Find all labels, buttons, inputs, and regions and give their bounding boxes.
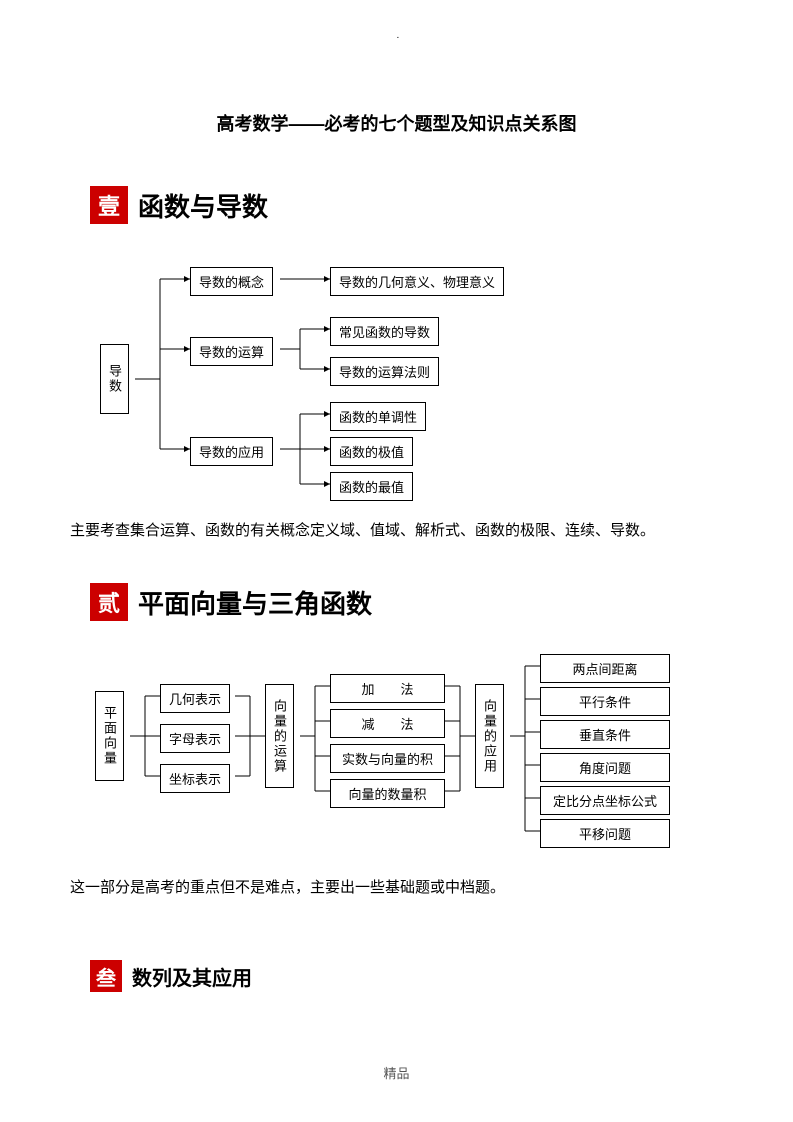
- d1-leaf-app-0: 函数的单调性: [330, 402, 426, 431]
- page-title: 高考数学——必考的七个题型及知识点关系图: [60, 110, 733, 136]
- section-2-title: 平面向量与三角函数: [138, 584, 372, 621]
- badge-2: 贰: [90, 583, 128, 621]
- d1-root: 导数: [100, 344, 129, 414]
- section-2-summary: 这一部分是高考的重点但不是难点，主要出一些基础题或中档题。: [70, 876, 723, 900]
- badge-1: 壹: [90, 186, 128, 224]
- page-footer: 精品: [0, 1063, 793, 1082]
- section-3-title: 数列及其应用: [132, 962, 252, 991]
- d2-op-1: 减 法: [330, 709, 445, 738]
- d1-leaf-calc-0: 常见函数的导数: [330, 317, 439, 346]
- d1-mid-1: 导数的运算: [190, 337, 273, 366]
- section-1-title: 函数与导数: [138, 187, 268, 224]
- diagram-1: 导数 导数的概念 导数的运算 导数的应用 导数的几何意义、物理意义 常见函数的导…: [90, 239, 733, 499]
- d2-mid1: 向量的运算: [265, 684, 294, 788]
- d1-leaf-concept-0: 导数的几何意义、物理意义: [330, 267, 504, 296]
- d2-op-0: 加 法: [330, 674, 445, 703]
- d2-rep-0: 几何表示: [160, 684, 230, 713]
- d2-op-2: 实数与向量的积: [330, 744, 445, 773]
- d1-leaf-app-2: 函数的最值: [330, 472, 413, 501]
- d1-mid-2: 导数的应用: [190, 437, 273, 466]
- section-2-header: 贰 平面向量与三角函数: [90, 583, 733, 621]
- section-1-header: 壹 函数与导数: [90, 186, 733, 224]
- d1-leaf-calc-1: 导数的运算法则: [330, 357, 439, 386]
- d2-rep-2: 坐标表示: [160, 764, 230, 793]
- d1-mid-0: 导数的概念: [190, 267, 273, 296]
- d2-rep-1: 字母表示: [160, 724, 230, 753]
- d2-app-0: 两点间距离: [540, 654, 670, 683]
- d2-app-2: 垂直条件: [540, 720, 670, 749]
- d2-root: 平面向量: [95, 691, 124, 781]
- section-1-summary: 主要考查集合运算、函数的有关概念定义域、值域、解析式、函数的极限、连续、导数。: [70, 519, 723, 543]
- d2-app-4: 定比分点坐标公式: [540, 786, 670, 815]
- d2-app-5: 平移问题: [540, 819, 670, 848]
- d2-app-3: 角度问题: [540, 753, 670, 782]
- d2-mid2: 向量的应用: [475, 684, 504, 788]
- badge-3: 叁: [90, 960, 122, 992]
- diagram-2: 平面向量 几何表示 字母表示 坐标表示 向量的运算 加 法 减 法 实数与向量的…: [90, 636, 733, 856]
- d2-app-1: 平行条件: [540, 687, 670, 716]
- top-mark: .: [397, 30, 400, 41]
- d2-op-3: 向量的数量积: [330, 779, 445, 808]
- d1-leaf-app-1: 函数的极值: [330, 437, 413, 466]
- section-3-header: 叁 数列及其应用: [90, 960, 733, 992]
